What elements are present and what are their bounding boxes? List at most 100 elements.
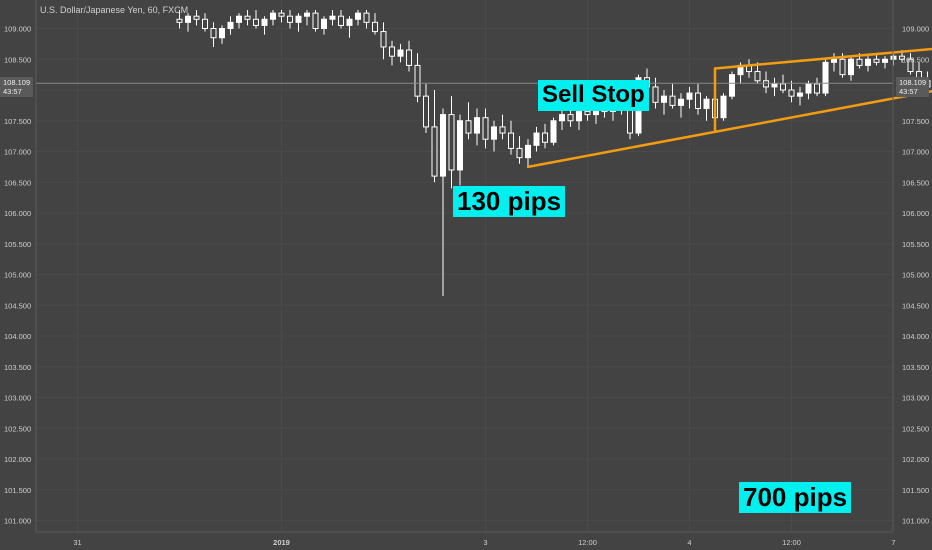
candle [236, 13, 242, 29]
candle-body [346, 18, 353, 26]
current-countdown: 43:57 [3, 87, 22, 96]
candle [805, 80, 812, 100]
candle [440, 108, 446, 297]
grid-lines [36, 0, 893, 532]
candle-body [372, 21, 378, 33]
candle-body [533, 132, 540, 146]
y-tick-label-left: 105.000 [4, 271, 31, 280]
candle-body [661, 95, 667, 103]
candle-body [448, 114, 455, 171]
candle [508, 120, 514, 155]
candle-body [312, 12, 319, 29]
candle-body [474, 117, 480, 134]
candle-body [355, 12, 361, 20]
candle [831, 53, 837, 72]
candle [678, 93, 684, 118]
candle [329, 10, 336, 26]
candle-body [270, 12, 276, 20]
candle [746, 59, 752, 78]
candle-body [686, 92, 693, 100]
candle [559, 108, 565, 130]
candle [406, 40, 412, 72]
candle-body [559, 114, 565, 122]
candle-body [380, 31, 387, 48]
target-130-callout: 130 pips [453, 186, 566, 217]
current-price-tag-left: 108.109 43:57 [0, 77, 34, 97]
y-tick-label-left: 102.000 [4, 455, 31, 464]
candle [516, 136, 523, 164]
candle-body [482, 117, 489, 140]
candle [295, 13, 302, 32]
candle [414, 53, 421, 103]
candle [253, 10, 259, 29]
candle-body [542, 132, 548, 143]
candle-body [627, 107, 633, 134]
candle-body [873, 58, 880, 63]
candle-body [397, 49, 404, 57]
candle [848, 56, 854, 81]
candle-body [440, 114, 446, 177]
candle-body [236, 15, 242, 23]
candle-body [720, 95, 727, 119]
y-tick-label-right: 104.000 [902, 332, 929, 341]
candle [193, 10, 200, 26]
candle [686, 86, 693, 109]
candle-body [669, 95, 676, 106]
candle [907, 53, 914, 75]
y-tick-label-left: 106.500 [4, 178, 31, 187]
y-tick-label-right: 103.500 [902, 363, 929, 372]
candle-body [414, 64, 421, 97]
candle [304, 10, 310, 26]
candle-body [567, 114, 574, 122]
candle-body [899, 55, 905, 60]
y-tick-label-left: 105.500 [4, 240, 31, 249]
candle [321, 16, 327, 35]
candle-body [304, 12, 310, 17]
candle-body [695, 92, 701, 109]
y-tick-label-right: 106.000 [902, 209, 929, 218]
candle-body [278, 12, 285, 17]
current-price-label: 108.109 [3, 78, 31, 87]
candle-body [822, 61, 829, 94]
candle-body [465, 120, 472, 134]
candle-body [763, 80, 769, 88]
y-tick-label-right: 101.000 [902, 517, 929, 526]
y-tick-label-left: 102.500 [4, 424, 31, 433]
y-tick-label-right: 107.500 [902, 117, 929, 126]
candle [227, 16, 234, 35]
candle-body [363, 12, 370, 23]
candle [576, 108, 582, 130]
x-tick-label: 3 [483, 538, 487, 547]
candle-body [678, 98, 684, 106]
candle-body [865, 58, 871, 66]
candle-body [423, 95, 429, 128]
candle-body [856, 58, 863, 66]
candle [278, 10, 285, 23]
candle [542, 123, 548, 149]
y-tick-label-left: 104.000 [4, 332, 31, 341]
candle-body [499, 126, 506, 134]
candle [185, 13, 191, 32]
candle [346, 16, 353, 38]
current-price-tag-right: 108.109 43:57 [896, 77, 930, 97]
x-tick-label: 2019 [273, 538, 290, 547]
candle [720, 93, 727, 121]
candle-body [805, 83, 812, 94]
x-tick-label: 12:00 [782, 538, 801, 547]
x-tick-label: 31 [73, 538, 81, 547]
candle-body [525, 144, 531, 159]
candle [474, 108, 480, 146]
y-tick-label-right: 107.000 [902, 148, 929, 157]
candle-body [295, 15, 302, 23]
candle-body [848, 58, 854, 76]
candle-body [202, 18, 208, 29]
candle-body [814, 83, 820, 94]
x-axis: 312019312:00412:007812:00912:001012:0011… [36, 531, 896, 547]
candle [797, 86, 803, 106]
candle [244, 10, 251, 26]
candle-body [550, 120, 557, 143]
candle [431, 90, 438, 183]
candle-body [508, 132, 514, 149]
candle [729, 71, 735, 100]
